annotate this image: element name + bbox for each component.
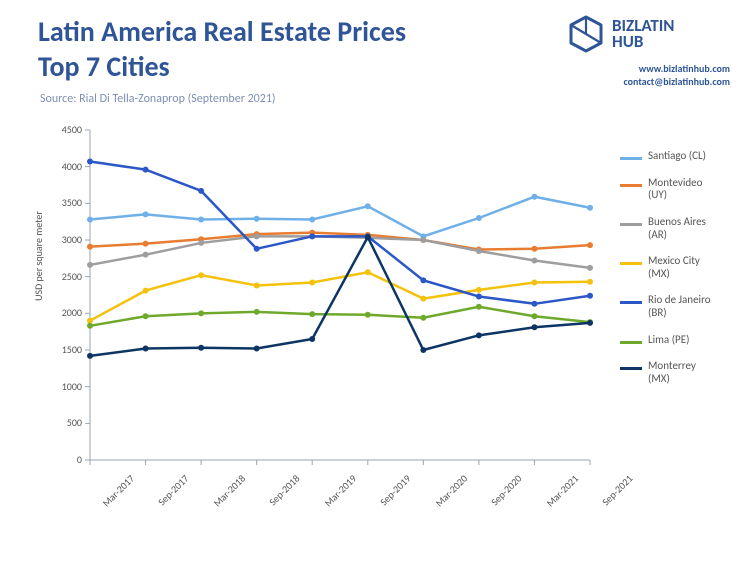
y-tick-label: 2000 bbox=[42, 306, 82, 319]
legend-item: Rio de Janeiro (BR) bbox=[620, 294, 720, 319]
legend-label: Buenos Aires (AR) bbox=[648, 216, 720, 241]
legend-label: Lima (PE) bbox=[648, 334, 720, 347]
y-tick-label: 0 bbox=[42, 453, 82, 466]
legend: Santiago (CL) Montevideo (UY) Buenos Aires… bbox=[620, 150, 720, 400]
y-tick-label: 3000 bbox=[42, 233, 82, 246]
legend-label: Montevideo (UY) bbox=[648, 177, 720, 202]
y-tick-label: 1500 bbox=[42, 343, 82, 356]
y-tick-label: 2500 bbox=[42, 270, 82, 283]
legend-label: Mexico City (MX) bbox=[648, 255, 720, 280]
legend-label: Monterrey (MX) bbox=[648, 360, 720, 385]
legend-item: Monterrey (MX) bbox=[620, 360, 720, 385]
legend-item: Lima (PE) bbox=[620, 334, 720, 347]
y-tick-label: 500 bbox=[42, 416, 82, 429]
legend-swatch bbox=[620, 262, 642, 265]
chart-stage: Latin America Real Estate Prices Top 7 C… bbox=[0, 0, 756, 567]
legend-item: Santiago (CL) bbox=[620, 150, 720, 163]
legend-swatch bbox=[620, 367, 642, 370]
legend-item: Montevideo (UY) bbox=[620, 177, 720, 202]
legend-item: Buenos Aires (AR) bbox=[620, 216, 720, 241]
legend-item: Mexico City (MX) bbox=[620, 255, 720, 280]
legend-swatch bbox=[620, 223, 642, 226]
legend-swatch bbox=[620, 157, 642, 160]
legend-swatch bbox=[620, 301, 642, 304]
y-tick-label: 4500 bbox=[42, 123, 82, 136]
legend-swatch bbox=[620, 341, 642, 344]
legend-label: Santiago (CL) bbox=[648, 150, 720, 163]
legend-swatch bbox=[620, 184, 642, 187]
legend-label: Rio de Janeiro (BR) bbox=[648, 294, 720, 319]
y-tick-label: 4000 bbox=[42, 160, 82, 173]
y-tick-label: 1000 bbox=[42, 380, 82, 393]
y-tick-label: 3500 bbox=[42, 196, 82, 209]
